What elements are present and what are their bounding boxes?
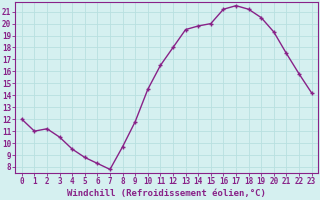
- X-axis label: Windchill (Refroidissement éolien,°C): Windchill (Refroidissement éolien,°C): [67, 189, 266, 198]
